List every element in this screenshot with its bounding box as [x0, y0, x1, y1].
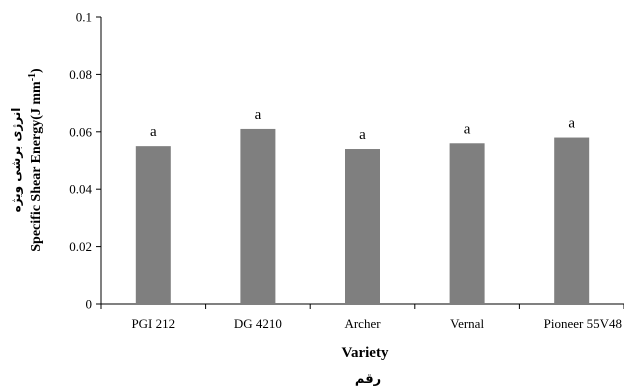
y-tick-labels: 0 0.02 0.04 0.06 0.08 0.1: [69, 10, 92, 312]
x-tick-label: Vernal: [450, 316, 484, 331]
y-tick-label: 0.1: [76, 10, 92, 25]
value-labels-group: a a a a a: [150, 107, 575, 143]
y-tick-label: 0.02: [69, 239, 92, 254]
bar: [449, 143, 485, 304]
x-axis-title: Variety: [342, 345, 389, 361]
bars-group: [135, 128, 590, 304]
y-axis-title-persian: انرژی برشی ویژه: [9, 108, 24, 213]
x-tick-label: Pioneer 55V48: [544, 316, 622, 331]
x-tick-label: Archer: [344, 316, 381, 331]
y-tick-label: 0: [86, 297, 93, 312]
significance-letter: a: [255, 107, 262, 123]
y-axis-title-main: Specific Shear Energy(J mm: [29, 81, 44, 252]
x-axis-title-persian: رقم: [355, 372, 381, 387]
bar: [554, 137, 590, 304]
significance-letter: a: [359, 127, 366, 143]
y-axis-title-superscript: -1: [27, 73, 38, 81]
significance-letter: a: [150, 124, 157, 140]
y-tick-label: 0.06: [69, 124, 92, 139]
bar: [135, 146, 171, 304]
bar: [345, 149, 380, 304]
significance-letter: a: [568, 116, 575, 132]
y-tick-label: 0.04: [69, 182, 92, 197]
x-tick-labels: PGI 212 DG 4210 Archer Vernal Pioneer 55V48: [131, 316, 622, 331]
y-tick-label: 0.08: [69, 67, 92, 82]
x-tick-label: PGI 212: [131, 316, 175, 331]
bar: [240, 128, 276, 304]
y-axis-title-close: ): [29, 68, 44, 73]
y-axis-title: Specific Shear Energy(J mm-1): [27, 68, 44, 252]
significance-letter: a: [464, 121, 471, 137]
x-tick-label: DG 4210: [234, 316, 282, 331]
